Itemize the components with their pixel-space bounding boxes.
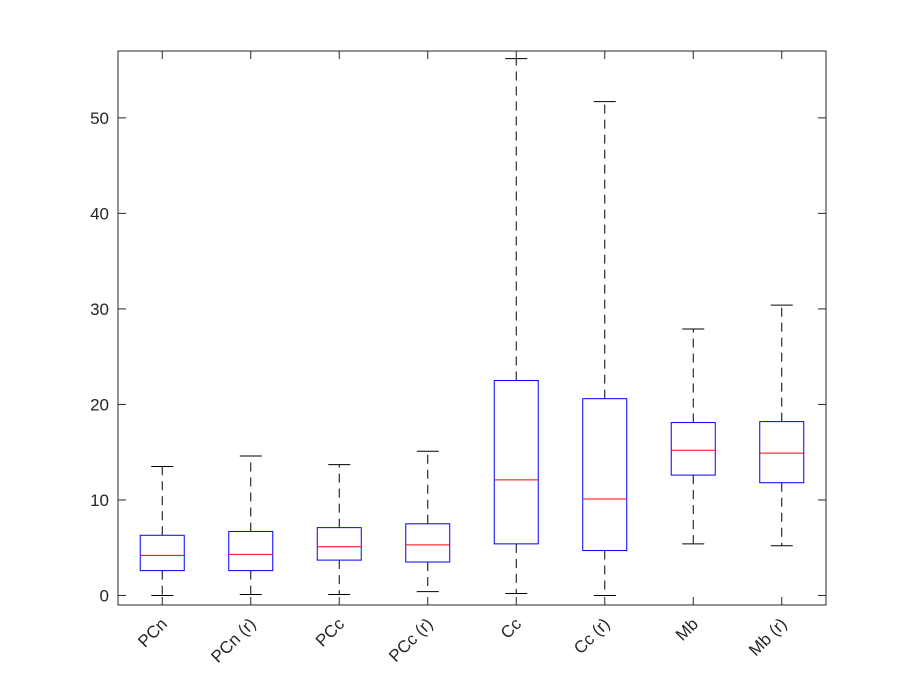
y-tick-label: 30	[90, 300, 109, 319]
axes-frame	[117, 50, 827, 606]
iqr-box	[139, 534, 185, 572]
box-group-mb	[670, 328, 716, 545]
y-tick-label: 50	[90, 109, 109, 128]
iqr-box	[316, 527, 362, 561]
box-group-cc-r-	[582, 101, 628, 596]
iqr-box	[228, 530, 274, 572]
plot-area	[117, 50, 827, 606]
iqr-box	[582, 398, 628, 552]
box-group-pcc-r-	[405, 450, 451, 593]
y-tick-label: 40	[90, 204, 109, 223]
box-group-mb-r-	[759, 304, 805, 547]
y-axis: 0 10 20 30 40 50	[90, 109, 826, 605]
iqr-box	[759, 421, 805, 484]
y-tick-label: 20	[90, 395, 109, 414]
iqr-box	[493, 380, 539, 545]
box-group-pcc	[316, 464, 362, 595]
iqr-box	[405, 523, 451, 563]
y-tick-label: 10	[90, 491, 109, 510]
y-tick-label: 0	[100, 586, 109, 605]
box-group-pcn-r-	[228, 455, 274, 595]
box-group-pcn	[139, 466, 185, 596]
iqr-box	[670, 422, 716, 476]
